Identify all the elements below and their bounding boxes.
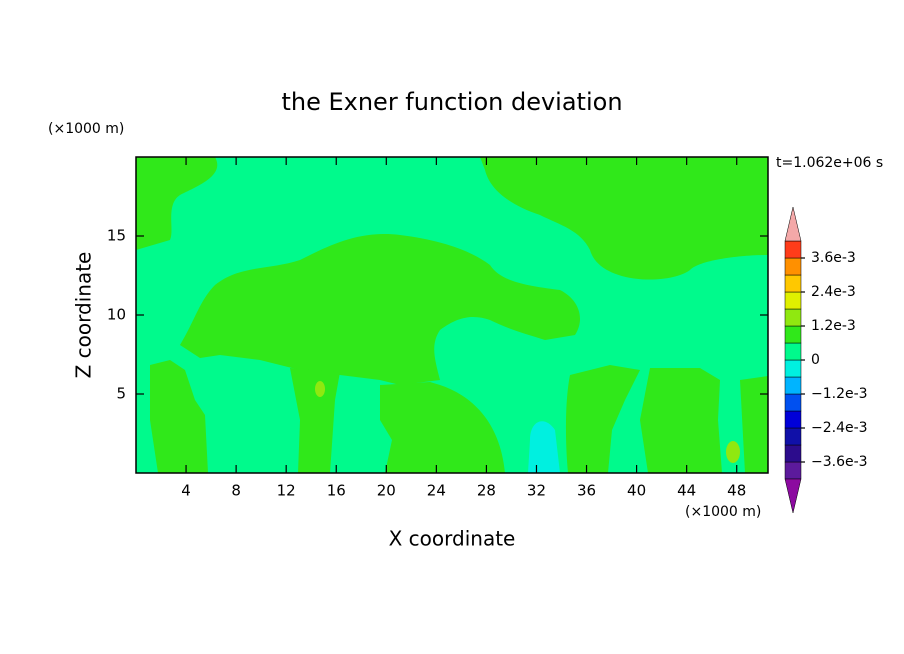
colorbar-bin bbox=[784, 376, 802, 395]
y-unit: (×1000 m) bbox=[48, 121, 124, 137]
contour-region bbox=[136, 157, 218, 250]
y-axis-label: Z coordinate bbox=[72, 252, 96, 379]
x-tick-label: 12 bbox=[277, 482, 296, 500]
y-tick-label: 15 bbox=[107, 227, 126, 245]
contour-region bbox=[565, 365, 640, 473]
colorbar-bin bbox=[784, 325, 802, 344]
x-tick-label: 20 bbox=[377, 482, 396, 500]
colorbar-bin bbox=[784, 410, 802, 429]
colorbar-label: 0 bbox=[811, 352, 820, 368]
x-tick-label: 36 bbox=[577, 482, 596, 500]
colorbar-bin bbox=[784, 274, 802, 293]
contour-region bbox=[740, 376, 768, 473]
colorbar-bin bbox=[784, 393, 802, 412]
x-axis-label: X coordinate bbox=[389, 527, 516, 551]
contour-region bbox=[480, 157, 768, 280]
colorbar-label: −1.2e-3 bbox=[811, 386, 868, 402]
chart-title: the Exner function deviation bbox=[281, 88, 622, 116]
colorbar-label: −2.4e-3 bbox=[811, 420, 868, 436]
colorbar-bin bbox=[784, 342, 802, 361]
colorbar-label: 1.2e-3 bbox=[811, 318, 856, 334]
colorbar-bin bbox=[784, 461, 802, 480]
x-tick-label: 32 bbox=[527, 482, 546, 500]
contour-field bbox=[136, 157, 768, 473]
time-label: t=1.062e+06 s bbox=[776, 155, 883, 171]
x-tick-label: 44 bbox=[677, 482, 696, 500]
colorbar-label: 3.6e-3 bbox=[811, 250, 856, 266]
colorbar-bin bbox=[784, 444, 802, 463]
x-tick-label: 16 bbox=[327, 482, 346, 500]
colorbar-label: −3.6e-3 bbox=[811, 454, 868, 470]
colorbar-bin bbox=[784, 240, 802, 259]
contour-region bbox=[528, 421, 560, 473]
contour-region bbox=[150, 360, 208, 473]
contour-region bbox=[180, 234, 580, 385]
x-tick-label: 28 bbox=[477, 482, 496, 500]
x-tick-label: 8 bbox=[231, 482, 241, 500]
x-tick-label: 24 bbox=[427, 482, 446, 500]
colorbar-bin bbox=[784, 308, 802, 327]
contour-region bbox=[640, 368, 722, 473]
contour-region bbox=[380, 382, 505, 473]
contour-region bbox=[290, 368, 340, 473]
colorbar-bin bbox=[784, 359, 802, 378]
colorbar-bin bbox=[784, 291, 802, 310]
colorbar-bin bbox=[784, 257, 802, 276]
contour-region bbox=[726, 441, 740, 463]
x-tick-label: 4 bbox=[181, 482, 191, 500]
colorbar-over bbox=[784, 206, 802, 242]
x-tick-label: 48 bbox=[727, 482, 746, 500]
colorbar-label: 2.4e-3 bbox=[811, 284, 856, 300]
x-tick-label: 40 bbox=[627, 482, 646, 500]
colorbar-under bbox=[784, 478, 802, 514]
x-unit: (×1000 m) bbox=[685, 504, 761, 520]
y-tick-label: 10 bbox=[107, 306, 126, 324]
y-tick-label: 5 bbox=[116, 385, 126, 403]
colorbar-bin bbox=[784, 427, 802, 446]
contour-region bbox=[315, 381, 325, 397]
